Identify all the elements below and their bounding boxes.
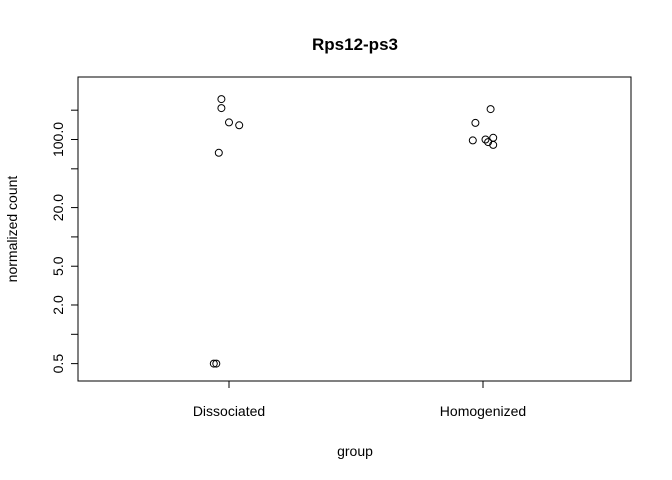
data-point	[217, 95, 226, 104]
chart-title: Rps12-ps3	[312, 35, 398, 54]
data-point	[486, 105, 495, 114]
x-axis-label: group	[337, 443, 373, 459]
y-axis: 0.5 2.0 5.0 20.0 100.0	[50, 109, 79, 374]
y-tick-label: 100.0	[50, 122, 66, 157]
y-tick-label: 0.5	[50, 354, 66, 374]
y-tick-label: 20.0	[50, 194, 66, 221]
data-point	[481, 135, 490, 144]
x-axis: Dissociated Homogenized	[193, 380, 526, 419]
x-tick-label: Homogenized	[440, 403, 526, 419]
data-point	[468, 136, 477, 145]
data-point	[217, 104, 226, 113]
data-point	[214, 148, 223, 157]
data-point	[225, 118, 233, 127]
x-tick-label: Dissociated	[193, 403, 265, 419]
data-point	[209, 359, 218, 368]
data-points	[209, 95, 498, 368]
data-point	[471, 118, 480, 127]
y-tick-label: 2.0	[50, 295, 66, 315]
data-point	[489, 140, 498, 149]
data-point	[212, 359, 221, 368]
y-axis-label: normalized count	[4, 176, 20, 283]
y-tick-label: 5.0	[50, 256, 66, 276]
plot-area	[77, 76, 632, 382]
data-point	[235, 121, 244, 130]
